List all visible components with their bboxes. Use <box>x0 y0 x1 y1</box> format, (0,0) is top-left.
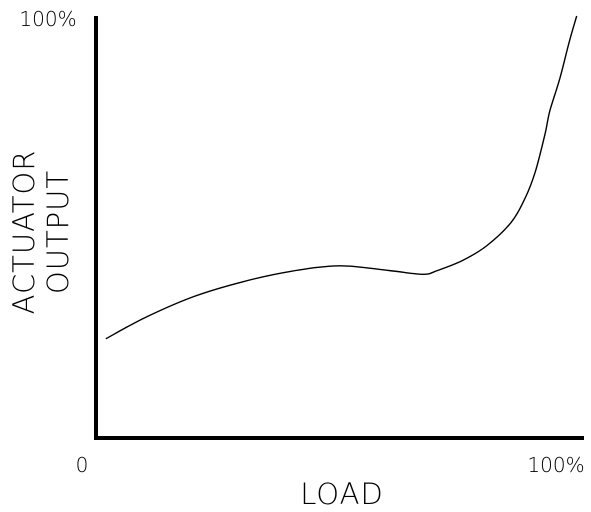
y-tick-label: 100% <box>19 7 76 31</box>
axes <box>94 16 584 440</box>
x-tick-label: 100% <box>527 453 584 477</box>
x-axis-title: LOAD <box>300 477 384 511</box>
y-axis-title-line: OUTPUT <box>41 170 75 294</box>
series-group <box>105 15 578 340</box>
y-axis-title-line: ACTUATOR <box>7 150 41 315</box>
series-line <box>105 15 578 340</box>
x-tick-label: 0 <box>76 453 89 477</box>
labels: 0 100% 100% LOAD ACTUATOR OUTPUT <box>7 7 585 511</box>
